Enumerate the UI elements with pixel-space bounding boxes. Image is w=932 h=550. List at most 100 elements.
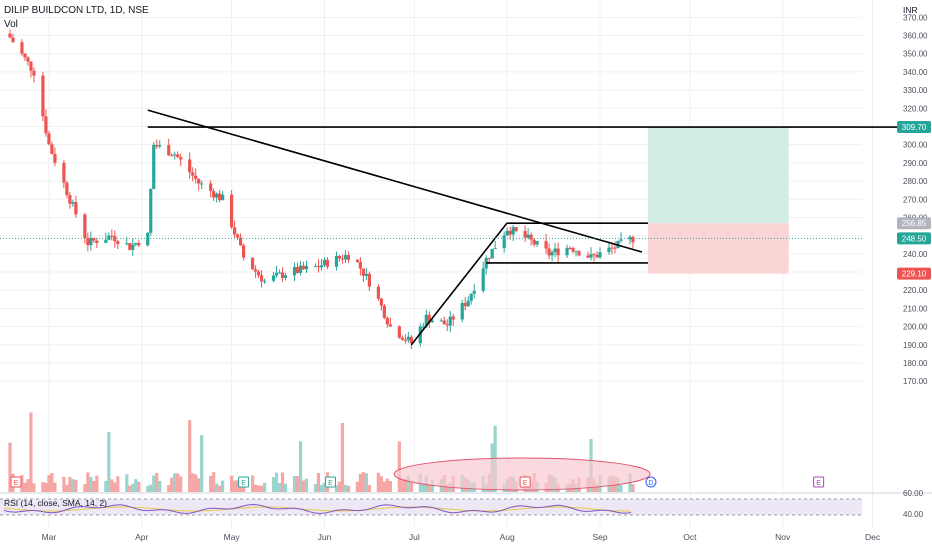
volume-bar [619,485,623,492]
candle-body [26,57,30,62]
volume-bar [188,420,192,492]
volume-bar [409,482,413,492]
candle-body [607,247,611,253]
volume-bar [364,473,368,492]
candle-body [68,195,72,204]
volume-bar [134,479,138,492]
candle-body [469,293,473,301]
volume-bar [26,479,30,492]
volume-bar [131,483,135,492]
volume-bar [179,476,183,492]
volume-bar [283,483,288,492]
volume-bar [146,485,150,492]
volume-bar [298,441,303,492]
rsi-pane: 60.00 40.00 [0,489,932,519]
candle-body [292,267,297,276]
earnings-marker-text: E [523,480,528,487]
candle-body [233,227,237,235]
price-tick-label: 300.00 [903,141,928,150]
candle-body [547,248,551,256]
candle-body [325,259,330,267]
price-tick-label: 220.00 [903,286,928,295]
candle-body [403,339,407,341]
earnings-marker-text: E [14,480,19,487]
volume-bar [271,477,276,492]
candle-body [466,300,470,307]
volume-bar [631,484,635,492]
earnings-marker [10,476,22,488]
candle-body [613,247,617,249]
candle-body [44,116,48,134]
candle-body [367,273,371,287]
price-label-box [897,232,931,245]
candle-body [346,255,351,260]
volume-bar [230,475,234,492]
candle-body [568,247,572,249]
candle-body [191,172,195,176]
time-tick-label: Aug [500,532,515,542]
volume-bar [191,473,195,492]
stop-zone [647,223,789,274]
volume-bar [367,485,371,492]
candle-body [319,265,324,268]
candle-body [361,268,365,276]
volume-bar [233,480,237,492]
volume-bar [158,480,162,492]
candle-body [209,183,213,192]
candle-body [146,232,150,246]
volume-bar [215,483,219,492]
volume-ellipse [393,457,651,491]
candle-body [313,266,318,268]
volume-bar [379,476,383,492]
volume-bar [358,473,363,492]
price-tick-label: 280.00 [903,177,928,186]
volume-bar [334,485,339,492]
candle-body [86,237,90,246]
price-label-text: 248.50 [902,234,927,243]
candle-body [274,272,279,276]
volume-bar [277,483,282,492]
candle-body [316,266,321,268]
volume-bar [382,481,386,492]
volume-bar [292,476,297,492]
volume-bar [295,476,300,492]
candle-body [301,265,306,270]
candle-body [65,182,69,196]
price-tick-label: 350.00 [903,50,928,59]
price-tick-label: 340.00 [903,68,928,77]
volume-bar [155,472,159,492]
volume-bar [236,480,240,492]
candle-body [253,269,258,272]
candle-body [400,337,404,340]
candle-body [125,243,129,245]
candle-body [259,275,264,282]
volume-bar [355,481,360,492]
price-tick-label: 190.00 [903,341,928,350]
earnings-marker [813,476,825,488]
rsi-tick-label: 40.00 [903,510,924,519]
candle-body [179,157,183,160]
volume-bar [74,479,78,492]
candle-body [481,268,485,291]
candle-body [418,326,422,344]
earnings-marker-text: E [816,480,821,487]
time-tick-label: Sep [592,532,607,542]
volume-bar [400,480,404,492]
candle-body [427,314,431,323]
candle-body [298,265,303,273]
price-tick-label: 200.00 [903,323,928,332]
flagpole-line [410,222,508,346]
candle-body [388,324,392,327]
price-axis: 370.00360.00350.00340.00330.00320.00310.… [903,13,928,386]
candle-body [271,275,276,281]
volume-bar [113,482,117,492]
candle-body [62,162,66,183]
candle-body [50,144,54,154]
volume-bar [259,485,264,492]
volume-bar [316,473,321,492]
volume-bar [322,482,327,492]
candle-body [544,241,548,249]
candle-body [460,303,464,320]
candle-body [32,70,36,76]
